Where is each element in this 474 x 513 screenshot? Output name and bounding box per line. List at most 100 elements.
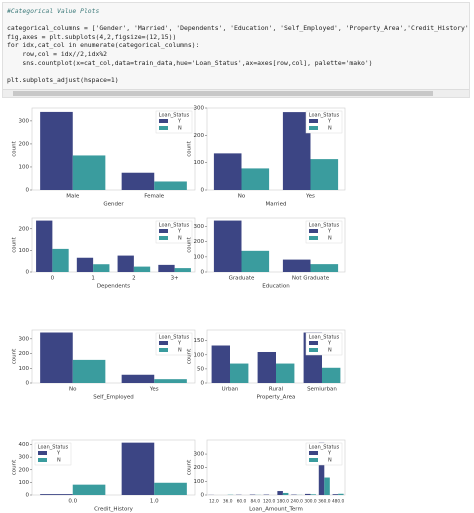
axes-frame [31, 217, 196, 273]
y-tick-label: 50 [197, 366, 204, 372]
code-line: fig,axes = plt.subplots(4,2,figsize=(12,… [7, 32, 177, 41]
y-tick-label: 300 [19, 455, 30, 461]
y-tick-label: 100 [19, 164, 30, 170]
legend-label: N [178, 126, 182, 132]
legend-title: Loan_Status [159, 113, 190, 119]
y-axis-label: count [187, 140, 193, 156]
y-tick-label: 100 [194, 254, 205, 260]
y-tick-label: 100 [194, 352, 205, 358]
legend-title: Loan_Status [309, 335, 340, 341]
bar [310, 264, 339, 272]
bar [174, 268, 191, 272]
legend-title: Loan_Status [309, 445, 340, 451]
legend-swatch [309, 348, 318, 352]
axes-frame [206, 217, 346, 273]
bar [72, 359, 106, 383]
y-tick-label: 400 [19, 442, 30, 448]
y-tick-label: 200 [19, 467, 30, 473]
bar [121, 374, 155, 383]
legend-label: Y [327, 341, 332, 347]
x-tick-label: 360.0 [318, 499, 331, 505]
code-cell[interactable]: #Categorical Value Plots categorical_colu… [2, 2, 470, 98]
y-tick-label: 200 [194, 133, 205, 139]
subplot: 0 100 200 300 count Male Female Gender Loan_Stat… [12, 107, 196, 208]
y-tick-label: 0 [26, 270, 30, 276]
x-tick-label: 60.0 [237, 499, 247, 505]
bar [310, 494, 317, 495]
legend-swatch [38, 451, 47, 455]
y-tick-label: 150 [194, 338, 205, 344]
x-tick-label: 1 [91, 276, 95, 282]
bar [324, 477, 330, 495]
x-tick-label: 12.0 [209, 499, 219, 505]
x-axis-label: Property_Area [257, 395, 296, 401]
x-tick-label: 180.0 [277, 499, 290, 505]
legend-label: N [328, 126, 332, 132]
y-axis-label: count [12, 459, 18, 475]
y-tick-label: 200 [19, 141, 30, 147]
x-tick-label: Graduate [229, 276, 255, 282]
legend-swatch [309, 236, 318, 240]
legend-label: Y [177, 229, 182, 235]
y-tick-label: 200 [194, 465, 205, 471]
x-tick-label: 240.0 [291, 499, 304, 505]
code-line: categorical_columns = ['Gender', 'Marrie… [7, 24, 470, 33]
bar [282, 492, 289, 495]
legend-label: Y [177, 119, 182, 125]
bar [276, 363, 295, 383]
code-line: row,col = idx//2,idx%2 [7, 49, 108, 58]
x-tick-label: 1.0 [150, 499, 159, 505]
scroll-thumb[interactable] [13, 91, 433, 96]
x-tick-label: 3+ [171, 276, 179, 282]
x-axis-label: Loan_Amount_Term [249, 507, 303, 513]
y-axis-label: count [12, 140, 18, 156]
bar [241, 168, 270, 190]
bar [310, 159, 339, 190]
legend-label: N [57, 458, 61, 464]
legend-swatch [309, 229, 318, 233]
legend-title: Loan_Status [159, 335, 190, 341]
x-tick-label: Urban [222, 387, 239, 393]
bar [154, 482, 187, 495]
legend-swatch [159, 341, 168, 345]
axes-frame [31, 439, 196, 496]
legend-swatch [309, 126, 318, 130]
legend-label: Y [327, 229, 332, 235]
bar [213, 153, 242, 190]
y-tick-label: 0 [201, 493, 205, 499]
y-tick-label: 300 [19, 118, 30, 124]
legend-swatch [159, 229, 168, 233]
bar [52, 248, 69, 272]
y-tick-label: 100 [19, 248, 30, 254]
bar [40, 332, 73, 383]
bar [277, 491, 283, 495]
y-tick-label: 100 [19, 366, 30, 372]
x-axis-label: Married [266, 202, 287, 208]
legend-swatch [309, 451, 318, 455]
y-tick-label: 0 [26, 493, 30, 499]
y-tick-label: 0 [201, 270, 205, 276]
y-tick-label: 300 [194, 224, 205, 230]
x-tick-label: 480.0 [332, 499, 345, 505]
x-tick-label: Female [144, 194, 165, 200]
legend-swatch [309, 458, 318, 462]
bar [76, 257, 94, 272]
legend-swatch [159, 119, 168, 123]
scrollbar[interactable] [3, 89, 469, 97]
y-axis-label: count [187, 236, 193, 252]
bar [282, 259, 311, 272]
y-tick-label: 300 [194, 452, 205, 458]
legend-title: Loan_Status [309, 113, 340, 119]
bar [117, 255, 134, 272]
legend-title: Loan_Status [38, 445, 69, 451]
y-tick-label: 0 [201, 188, 205, 194]
axes-frame [206, 107, 346, 191]
legend-label: N [328, 458, 332, 464]
bar [230, 363, 249, 383]
